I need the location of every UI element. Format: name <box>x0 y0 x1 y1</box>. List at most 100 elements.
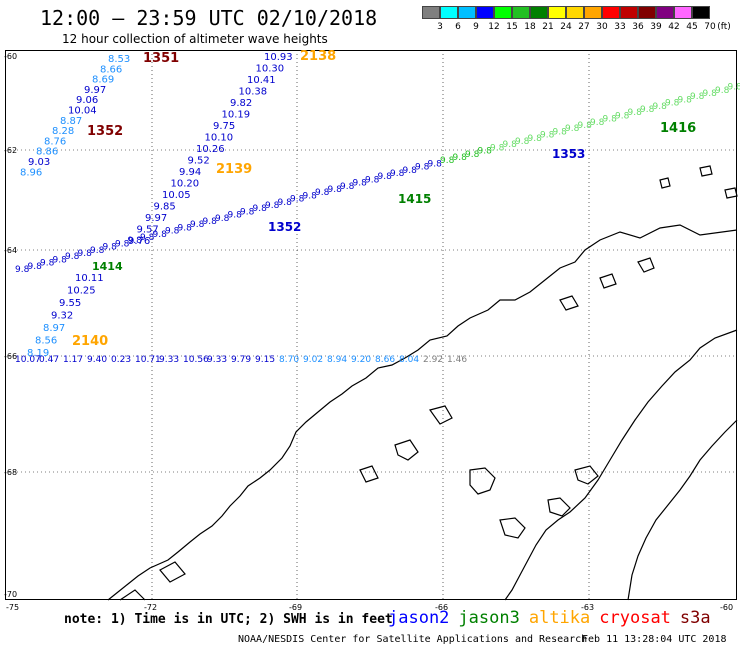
swh-value: 9.8 <box>465 150 480 160</box>
swh-value: 9.8 <box>265 201 280 211</box>
swh-value: 9.8 <box>715 86 730 96</box>
swh-value: 9.8 <box>703 89 718 99</box>
legend-unit: (ft) <box>717 22 731 32</box>
satellite-name: cryosat <box>599 608 671 628</box>
swh-value: 1.46 <box>447 355 467 365</box>
swh-value: 10.19 <box>222 110 251 121</box>
satellite-legend: jason2 jason3 altika cryosat s3a <box>388 608 720 628</box>
legend-swatch <box>584 6 602 19</box>
swh-value: 9.8 <box>115 239 130 249</box>
swh-value: 10.04 <box>68 106 97 117</box>
pass-time: 1414 <box>92 260 123 273</box>
lat-label: -62 <box>4 146 18 155</box>
legend-swatch-label: 36 <box>632 22 644 32</box>
legend-swatch-label: 9 <box>473 22 479 32</box>
legend-swatch-label: 12 <box>488 22 500 32</box>
swh-value: 9.8 <box>428 159 443 169</box>
swh-value: 9.8 <box>578 121 593 131</box>
swh-value: 9.8 <box>678 95 693 105</box>
swh-value: 10.30 <box>256 64 285 75</box>
lat-label: -64 <box>4 246 18 255</box>
swh-value: 10.41 <box>247 75 276 86</box>
legend-swatch <box>458 6 476 19</box>
swh-value: 9.75 <box>213 121 235 132</box>
swh-value: 9.8 <box>503 140 518 150</box>
map-title: 12:00 — 23:59 UTC 02/10/2018 <box>40 6 378 30</box>
swh-value: 9.8 <box>328 185 343 195</box>
swh-value: 9.8 <box>553 127 568 137</box>
pass-time: 1416 <box>660 121 696 136</box>
swh-value: 9.02 <box>303 355 323 365</box>
swh-value: 9.8 <box>365 175 380 185</box>
swh-value: 9.8 <box>165 227 180 237</box>
pass-time: 2139 <box>216 162 252 177</box>
legend-swatch-label: 3 <box>437 22 443 32</box>
legend-swatch-label: 42 <box>668 22 680 32</box>
swh-value: 9.94 <box>179 167 201 178</box>
legend-swatch <box>602 6 620 19</box>
swh-value: 9.8 <box>540 131 555 141</box>
swh-value: 9.76 <box>128 236 150 247</box>
swh-value: 8.04 <box>399 355 419 365</box>
swh-value: 9.8 <box>603 115 618 125</box>
lon-label: -60 <box>720 603 734 612</box>
swh-value: 9.8 <box>490 143 505 153</box>
swh-value: 10.56 <box>183 355 209 365</box>
legend-swatch-label: 27 <box>578 22 590 32</box>
satellite-name: s3a <box>679 608 711 628</box>
swh-value: 9.8 <box>478 147 493 157</box>
legend-swatch <box>692 6 710 19</box>
swh-value: 8.76 <box>44 136 66 147</box>
lat-label: -70 <box>4 590 18 599</box>
swh-value: 9.8 <box>440 156 455 166</box>
swh-value: 9.8 <box>240 207 255 217</box>
swh-value: 9.8 <box>153 230 168 240</box>
swh-value: 10.05 <box>162 190 191 201</box>
swh-value: 9.8 <box>340 182 355 192</box>
legend-swatch-label: 70 <box>704 22 716 32</box>
lat-label: -60 <box>4 52 18 61</box>
swh-value: 9.8 <box>103 243 118 253</box>
pass-time: 1353 <box>552 147 585 161</box>
swh-value: 9.8 <box>128 236 143 246</box>
swh-value: 9.8 <box>40 259 55 269</box>
credit-text: NOAA/NESDIS Center for Satellite Applica… <box>238 634 588 645</box>
swh-value: 9.8 <box>565 124 580 134</box>
swh-value: 8.28 <box>52 126 74 137</box>
legend-swatch <box>422 6 440 19</box>
swh-value: 9.06 <box>76 95 98 106</box>
lat-label: -68 <box>4 468 18 477</box>
swh-value: 2.92 <box>423 355 443 365</box>
swh-value: 9.85 <box>154 202 176 213</box>
legend-swatch-label: 21 <box>542 22 554 32</box>
legend-swatch-label: 18 <box>524 22 536 32</box>
swh-value: 9.8 <box>203 217 218 227</box>
swh-value: 8.53 <box>108 54 130 65</box>
legend-swatch-label: 6 <box>455 22 461 32</box>
satellite-name: jason2 <box>388 608 450 628</box>
legend-swatch <box>620 6 638 19</box>
legend-swatch-label: 30 <box>596 22 608 32</box>
legend-swatch-label: 39 <box>650 22 662 32</box>
swh-value: 9.8 <box>353 179 368 189</box>
lon-label: -66 <box>435 603 449 612</box>
swh-value: 10.93 <box>264 52 293 63</box>
swh-value: 9.8 <box>378 172 393 182</box>
swh-value: 9.55 <box>59 298 81 309</box>
legend-swatch <box>476 6 494 19</box>
swh-value: 9.8 <box>140 233 155 243</box>
swh-value: 8.86 <box>36 147 58 158</box>
legend-swatch <box>548 6 566 19</box>
swh-value: 8.56 <box>35 336 57 347</box>
swh-value: 10.10 <box>205 133 234 144</box>
swh-value: 8.96 <box>20 167 42 178</box>
swh-value: 9.8 <box>253 204 268 214</box>
lon-label: -75 <box>6 603 20 612</box>
legend-swatch-label: 15 <box>506 22 518 32</box>
legend-swatch <box>494 6 512 19</box>
legend-swatch <box>440 6 458 19</box>
legend-swatch <box>530 6 548 19</box>
swh-value: 9.82 <box>230 98 252 109</box>
swh-value: 9.40 <box>87 355 107 365</box>
